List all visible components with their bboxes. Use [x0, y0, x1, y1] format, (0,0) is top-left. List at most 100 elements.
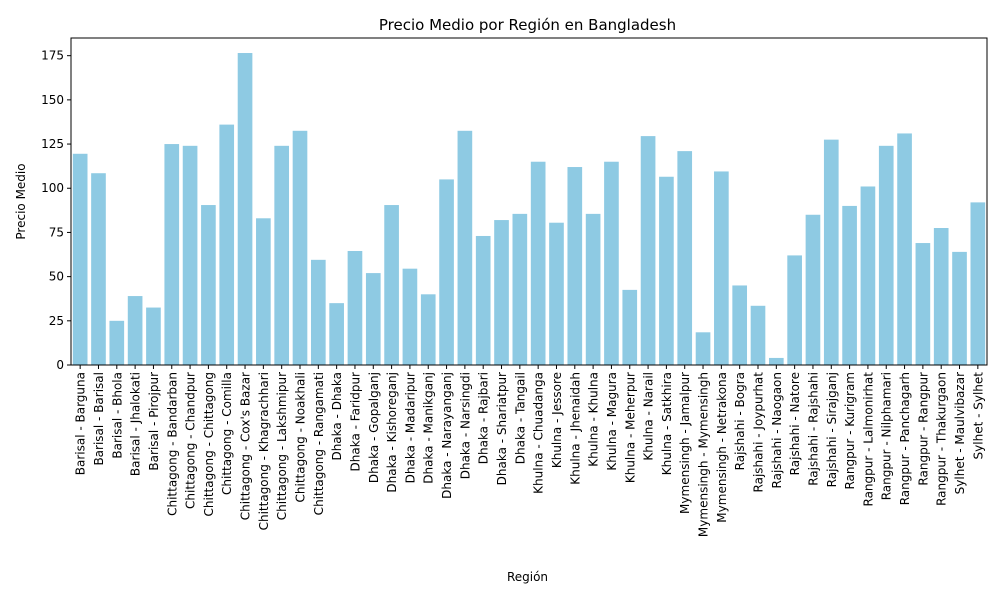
bar-27	[567, 167, 583, 365]
y-tick-label-2: 50	[49, 270, 64, 284]
bar-28	[585, 213, 601, 365]
x-tick-label-22: Dhaka - Rajbari	[477, 372, 491, 464]
x-tick-label-39: Rajshahi - Natore	[788, 372, 802, 475]
bar-43	[860, 186, 876, 365]
bar-16	[365, 273, 381, 365]
x-tick-label-28: Khulna - Khulna	[587, 372, 601, 467]
x-tick-label-41: Rajshahi - Sirajganj	[825, 372, 839, 487]
x-tick-label-0: Barisal - Barguna	[74, 372, 88, 475]
x-tick-label-32: Khulna - Satkhira	[660, 372, 674, 475]
bar-0	[72, 153, 88, 365]
bar-10	[256, 218, 271, 365]
bar-37	[750, 305, 766, 365]
bar-26	[549, 222, 564, 365]
bar-23	[494, 220, 509, 365]
y-tick-label-6: 150	[41, 93, 64, 107]
bar-17	[384, 205, 399, 365]
y-axis: 0 25 50 75 100 125 150 175	[41, 49, 71, 372]
x-tick-label-1: Barisal - Barisal	[92, 372, 106, 466]
x-tick-label-26: Khulna - Jessore	[550, 372, 564, 468]
bar-25	[530, 161, 546, 365]
x-tick-label-29: Khulna - Magura	[605, 372, 619, 471]
bar-34	[695, 332, 711, 365]
x-tick-label-13: Chittagong - Rangamati	[312, 372, 326, 515]
bar-49	[970, 202, 986, 365]
bar-19	[420, 294, 436, 365]
bar-41	[823, 139, 839, 365]
bar-7	[201, 205, 216, 365]
x-tick-label-33: Mymensingh - Jamalpur	[678, 372, 692, 514]
bar-32	[659, 176, 674, 365]
x-tick-label-48: Sylhet - Maulvibazar	[953, 372, 967, 494]
bar-4	[146, 307, 161, 365]
x-tick-label-11: Chittagong - Lakshmipur	[275, 372, 289, 520]
x-tick-label-47: Rangpur - Thakurgaon	[935, 372, 949, 506]
y-axis-label: Precio Medio	[14, 163, 28, 239]
x-tick-label-45: Rangpur - Panchagarh	[898, 372, 912, 505]
x-tick-label-34: Mymensingh - Mymensingh	[697, 372, 711, 537]
bar-3	[127, 296, 143, 365]
bar-31	[640, 136, 656, 365]
x-tick-label-49: Sylhet - Sylhet	[971, 372, 985, 460]
x-tick-label-40: Rajshahi - Rajshahi	[806, 372, 820, 486]
bar-42	[842, 205, 857, 365]
x-tick-label-8: Chittagong - Comilla	[220, 372, 234, 495]
x-tick-label-18: Dhaka - Madaripur	[403, 372, 417, 483]
y-tick-label-0: 0	[56, 358, 64, 372]
x-tick-label-38: Rajshahi - Naogaon	[770, 372, 784, 488]
x-tick-label-46: Rangpur - Rangpur	[916, 372, 930, 486]
x-tick-label-16: Dhaka - Gopalganj	[367, 372, 381, 483]
x-tick-label-42: Rangpur - Kurigram	[843, 372, 857, 490]
bar-11	[274, 145, 290, 365]
x-axis-label: Región	[507, 570, 548, 584]
bar-12	[292, 130, 308, 365]
bar-5	[164, 144, 180, 365]
bar-13	[310, 259, 326, 365]
x-tick-label-3: Barisal - Jhalokati	[129, 372, 143, 476]
x-tick-label-10: Chittagong - Khagrachhari	[257, 372, 271, 530]
bar-9	[237, 53, 253, 366]
x-tick-label-21: Dhaka - Narsingdi	[458, 372, 472, 479]
bar-22	[475, 235, 491, 365]
x-tick-label-37: Rajshahi - Joypurhat	[752, 372, 766, 493]
bar-8	[219, 124, 235, 365]
chart-title: Precio Medio por Región en Bangladesh	[379, 16, 676, 34]
bar-48	[952, 251, 967, 365]
y-tick-label-4: 100	[41, 181, 64, 195]
bar-29	[604, 161, 619, 365]
x-tick-label-7: Chittagong - Chittagong	[202, 372, 216, 517]
y-tick-label-7: 175	[41, 49, 64, 63]
x-tick-label-6: Chittagong - Chandpur	[184, 372, 198, 509]
bar-44	[878, 145, 894, 365]
x-tick-label-14: Dhaka - Dhaka	[330, 372, 344, 461]
x-tick-label-27: Khulna - Jhenaidah	[568, 372, 582, 485]
bar-1	[91, 173, 106, 365]
x-tick-label-12: Chittagong - Noakhali	[294, 372, 308, 502]
y-tick-label-3: 75	[49, 225, 64, 239]
bars-group	[72, 53, 986, 366]
x-tick-label-43: Rangpur - Lalmonirhat	[861, 372, 875, 507]
bar-45	[897, 133, 912, 365]
bar-15	[347, 250, 363, 365]
plot-frame	[70, 37, 988, 366]
x-axis: Barisal - Barguna Barisal - Barisal Barisa…	[74, 365, 985, 537]
bar-38	[768, 357, 784, 365]
bar-30	[622, 289, 638, 365]
x-tick-label-44: Rangpur - Nilphamari	[880, 372, 894, 500]
bar-33	[677, 151, 693, 365]
bar-21	[457, 130, 473, 365]
x-tick-label-4: Barisal - Pirojpur	[147, 372, 161, 471]
x-tick-label-36: Rajshahi - Bogra	[733, 372, 747, 470]
x-tick-label-17: Dhaka - Kishoreganj	[385, 372, 399, 493]
x-tick-label-35: Mymensingh - Netrakona	[715, 372, 729, 523]
bar-24	[512, 213, 528, 365]
x-tick-label-2: Barisal - Bhola	[110, 372, 124, 459]
x-tick-label-24: Dhaka - Tangail	[513, 372, 527, 464]
bar-46	[915, 243, 931, 365]
bar-39	[787, 255, 802, 365]
bar-20	[439, 179, 454, 365]
y-tick-label-1: 25	[49, 314, 64, 328]
bar-35	[714, 171, 729, 365]
y-tick-label-5: 125	[41, 137, 64, 151]
